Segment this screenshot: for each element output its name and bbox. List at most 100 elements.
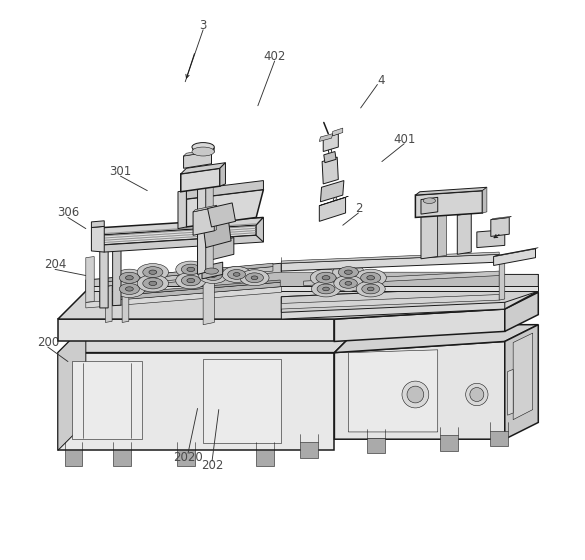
Ellipse shape [246, 273, 263, 283]
Ellipse shape [149, 270, 157, 274]
Polygon shape [281, 295, 499, 309]
Ellipse shape [466, 384, 488, 405]
Polygon shape [319, 134, 333, 142]
Polygon shape [322, 157, 338, 184]
Polygon shape [184, 152, 212, 168]
Polygon shape [177, 450, 195, 466]
Ellipse shape [355, 269, 386, 286]
Polygon shape [181, 168, 220, 192]
Ellipse shape [316, 272, 336, 283]
Text: 306: 306 [57, 207, 79, 220]
Polygon shape [367, 437, 386, 453]
Ellipse shape [204, 270, 222, 281]
Ellipse shape [362, 284, 380, 294]
Ellipse shape [333, 264, 364, 281]
Polygon shape [214, 205, 216, 231]
Ellipse shape [176, 272, 206, 289]
Polygon shape [300, 442, 318, 458]
Polygon shape [193, 207, 214, 235]
Ellipse shape [402, 381, 429, 408]
Polygon shape [113, 450, 131, 466]
Polygon shape [203, 360, 281, 443]
Polygon shape [86, 274, 538, 291]
Polygon shape [100, 267, 273, 287]
Ellipse shape [125, 287, 133, 291]
Polygon shape [220, 163, 225, 186]
Polygon shape [100, 235, 121, 241]
Polygon shape [208, 203, 236, 227]
Ellipse shape [137, 264, 168, 281]
Polygon shape [116, 280, 280, 296]
Polygon shape [477, 230, 505, 248]
Polygon shape [491, 217, 509, 236]
Polygon shape [490, 431, 508, 446]
Polygon shape [203, 280, 214, 325]
Polygon shape [281, 254, 499, 271]
Ellipse shape [251, 276, 258, 279]
Polygon shape [415, 187, 487, 195]
Ellipse shape [322, 276, 330, 280]
Ellipse shape [113, 281, 145, 297]
Ellipse shape [181, 276, 200, 286]
Polygon shape [122, 286, 129, 323]
Text: 3: 3 [501, 221, 508, 234]
Polygon shape [304, 271, 499, 286]
Polygon shape [324, 152, 336, 163]
Ellipse shape [187, 278, 195, 283]
Text: 2020: 2020 [173, 451, 203, 464]
Polygon shape [324, 134, 338, 152]
Polygon shape [181, 163, 225, 174]
Ellipse shape [323, 287, 329, 291]
Ellipse shape [311, 281, 340, 297]
Ellipse shape [210, 274, 216, 277]
Ellipse shape [181, 264, 200, 274]
Polygon shape [281, 252, 499, 263]
Polygon shape [184, 149, 214, 156]
Polygon shape [91, 226, 104, 252]
Polygon shape [202, 262, 223, 279]
Text: 202: 202 [201, 459, 223, 472]
Polygon shape [97, 235, 263, 252]
Polygon shape [97, 217, 263, 235]
Polygon shape [113, 239, 121, 306]
Polygon shape [494, 248, 538, 256]
Polygon shape [100, 263, 273, 282]
Polygon shape [105, 286, 112, 323]
Ellipse shape [356, 281, 386, 297]
Text: 200: 200 [37, 336, 59, 349]
Ellipse shape [367, 287, 374, 291]
Polygon shape [457, 213, 472, 254]
Ellipse shape [137, 275, 168, 292]
Ellipse shape [407, 386, 424, 403]
Polygon shape [98, 228, 256, 239]
Polygon shape [58, 325, 362, 353]
Polygon shape [187, 180, 263, 199]
Polygon shape [499, 256, 505, 300]
Polygon shape [98, 226, 256, 236]
Ellipse shape [334, 276, 363, 291]
Ellipse shape [176, 261, 206, 278]
Polygon shape [206, 168, 213, 272]
Ellipse shape [317, 284, 335, 294]
Ellipse shape [192, 147, 214, 156]
Polygon shape [256, 217, 263, 242]
Text: 204: 204 [44, 258, 66, 272]
Polygon shape [97, 225, 256, 245]
Polygon shape [438, 213, 447, 256]
Polygon shape [494, 249, 535, 265]
Polygon shape [64, 450, 82, 466]
Polygon shape [58, 325, 86, 450]
Polygon shape [98, 223, 256, 234]
Polygon shape [505, 292, 538, 332]
Ellipse shape [367, 276, 374, 280]
Polygon shape [100, 272, 499, 302]
Polygon shape [281, 274, 538, 312]
Ellipse shape [143, 267, 163, 278]
Ellipse shape [423, 198, 435, 203]
Polygon shape [72, 361, 142, 439]
Ellipse shape [222, 267, 251, 282]
Ellipse shape [119, 272, 139, 283]
Polygon shape [86, 256, 94, 302]
Ellipse shape [113, 269, 145, 286]
Ellipse shape [240, 270, 269, 286]
